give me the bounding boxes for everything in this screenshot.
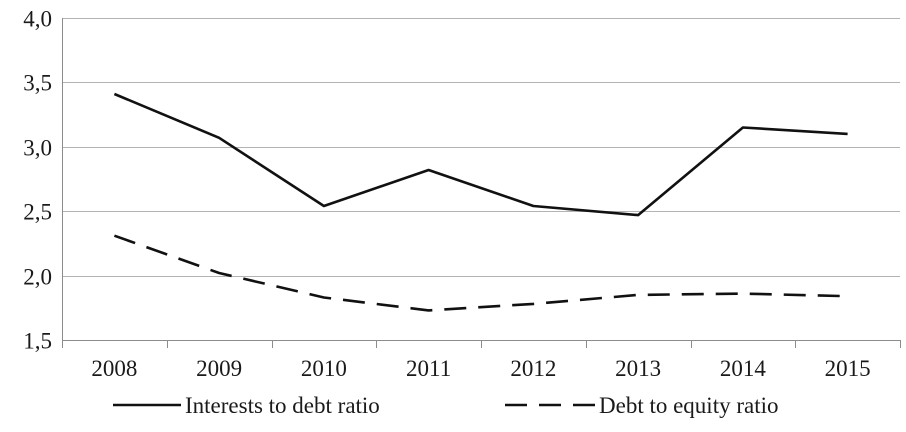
x-tick-label-2011: 2011 xyxy=(406,356,451,381)
series-line-debt-to-equity-ratio xyxy=(113,234,848,312)
y-tick-labels: 1,5 2,0 2,5 3,0 3,5 4,0 xyxy=(23,7,52,354)
x-tick-label-2012: 2012 xyxy=(510,356,556,381)
x-tick-label-2008: 2008 xyxy=(91,356,137,381)
legend-label-interests-to-debt-ratio: Interests to debt ratio xyxy=(185,393,380,418)
y-tick-label: 3,0 xyxy=(23,136,52,161)
gridlines xyxy=(62,18,900,277)
y-tick-label: 4,0 xyxy=(23,7,52,32)
y-tick-label: 2,0 xyxy=(23,265,52,290)
legend-label-debt-to-equity-ratio: Debt to equity ratio xyxy=(599,393,779,418)
x-tick-label-2014: 2014 xyxy=(720,356,767,381)
axes xyxy=(62,18,901,348)
legend: Interests to debt ratio Debt to equity ra… xyxy=(113,393,779,418)
x-tick-label-2013: 2013 xyxy=(615,356,661,381)
x-tick-label-2015: 2015 xyxy=(825,356,871,381)
y-tick-label: 3,5 xyxy=(23,71,52,96)
x-tick-label-2009: 2009 xyxy=(196,356,242,381)
y-tick-label: 1,5 xyxy=(23,329,52,354)
series-lines xyxy=(113,92,848,312)
x-tick-labels: 2008 2009 2010 2011 2012 2013 2014 2015 xyxy=(91,356,870,381)
x-tick-label-2010: 2010 xyxy=(301,356,347,381)
series-line-interests-to-debt-ratio xyxy=(113,92,848,217)
y-tick-label: 2,5 xyxy=(23,200,52,225)
